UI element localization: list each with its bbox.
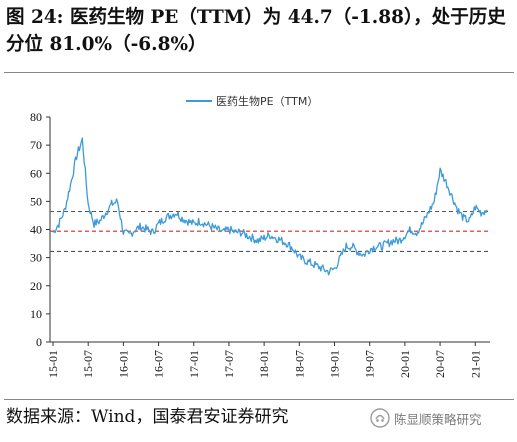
- y-tick-label: 20: [30, 279, 42, 293]
- y-tick-label: 30: [30, 251, 42, 265]
- x-tick-label: 20-01: [398, 350, 412, 378]
- y-tick-label: 60: [30, 166, 42, 180]
- x-tick-label: 17-01: [187, 350, 201, 378]
- x-tick-label: 21-01: [468, 350, 482, 378]
- pe-line-chart: 0 10 20 30 40 50 60 70 80 15-01 15-07 16-01 16-07 17-…: [30, 94, 490, 378]
- y-tick-label: 80: [30, 110, 42, 124]
- watermark-text: 陈显顺策略研究: [394, 411, 482, 427]
- x-tick-label: 19-01: [328, 350, 342, 378]
- x-tick-label: 20-07: [433, 350, 447, 378]
- series-layer: [52, 137, 488, 276]
- series-line-pe-ttm: [52, 137, 488, 276]
- watermark: 陈显顺策略研究: [370, 407, 482, 429]
- x-tick-label: 15-07: [81, 350, 95, 378]
- y-tick-label: 50: [30, 194, 42, 208]
- x-tick-label: 15-01: [46, 350, 60, 378]
- y-tick-label: 0: [36, 335, 42, 349]
- y-tick-label: 40: [30, 223, 42, 237]
- x-tick-label: 17-07: [222, 350, 236, 378]
- chart-legend: 医药生物PE（TTM）: [186, 94, 318, 108]
- bottom-divider: [4, 399, 514, 400]
- reference-lines: [50, 210, 490, 252]
- legend-label: 医药生物PE（TTM）: [216, 94, 318, 108]
- x-tick-label: 18-07: [292, 350, 306, 378]
- top-divider: [4, 72, 514, 73]
- figure-title: 图 24: 医药生物 PE（TTM）为 44.7（-1.88），处于历史分位 8…: [6, 7, 506, 55]
- y-tick-label: 70: [30, 138, 42, 152]
- x-tick-label: 18-01: [257, 350, 271, 378]
- x-tick-label: 16-01: [116, 350, 130, 378]
- source-note: 数据来源：Wind，国泰君安证券研究: [6, 407, 289, 427]
- wechat-like-logo-icon: [370, 408, 390, 428]
- x-tick-label: 16-07: [152, 350, 166, 378]
- chart-axes: 0 10 20 30 40 50 60 70 80 15-01 15-07 16-01 16-07 17-…: [30, 110, 490, 378]
- y-tick-label: 10: [30, 307, 42, 321]
- x-tick-label: 19-07: [363, 350, 377, 378]
